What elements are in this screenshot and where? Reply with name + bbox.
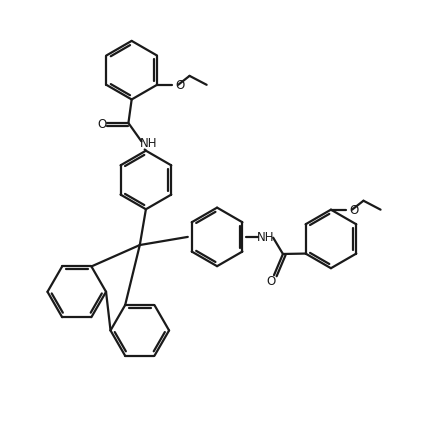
Text: NH: NH [140, 137, 158, 150]
Text: NH: NH [257, 231, 274, 244]
Text: O: O [349, 204, 359, 217]
Text: O: O [98, 117, 106, 130]
Text: O: O [266, 274, 275, 287]
Text: O: O [176, 79, 184, 92]
